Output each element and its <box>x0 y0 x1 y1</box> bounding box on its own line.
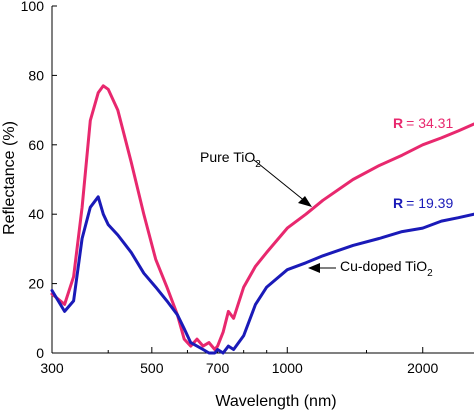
r-value-pure: R = 34.31 <box>393 115 453 131</box>
annotations: Pure TiO2 Cu-doped TiO2 R = 34.31 R = 19.3… <box>200 115 453 279</box>
y-tick-label: 60 <box>28 137 44 153</box>
y-tick-label: 100 <box>21 0 45 14</box>
y-tick-label: 0 <box>36 345 44 361</box>
y-tick-label: 40 <box>28 206 44 222</box>
x-tick-label: 500 <box>140 360 164 376</box>
x-tick-label: 700 <box>206 360 230 376</box>
y-tick-label: 80 <box>28 67 44 83</box>
x-tick-label: 1000 <box>272 360 303 376</box>
x-tick-label: 2000 <box>407 360 438 376</box>
axes <box>51 6 474 354</box>
x-tick-label: 300 <box>40 360 64 376</box>
pure-tio2-arrowhead <box>298 196 312 207</box>
x-axis-ticks: 300 500 700 1000 2000 <box>40 347 439 376</box>
x-axis-title: Wavelength (nm) <box>215 393 336 410</box>
pure-tio2-label: Pure TiO2 <box>200 149 261 170</box>
series-line-cu-doped-tio2 <box>50 195 474 355</box>
series-lines <box>50 84 474 355</box>
y-axis-title: Reflectance (%) <box>1 121 18 235</box>
r-value-cu: R = 19.39 <box>393 195 453 211</box>
series-line-pure-tio2 <box>50 84 474 351</box>
y-axis-ticks: 0 20 40 60 80 100 <box>21 0 57 361</box>
cu-doped-tio2-label: Cu-doped TiO2 <box>340 258 433 279</box>
pure-tio2-arrow-line <box>253 159 307 203</box>
y-tick-label: 20 <box>28 276 44 292</box>
cu-doped-tio2-arrowhead <box>308 263 320 273</box>
